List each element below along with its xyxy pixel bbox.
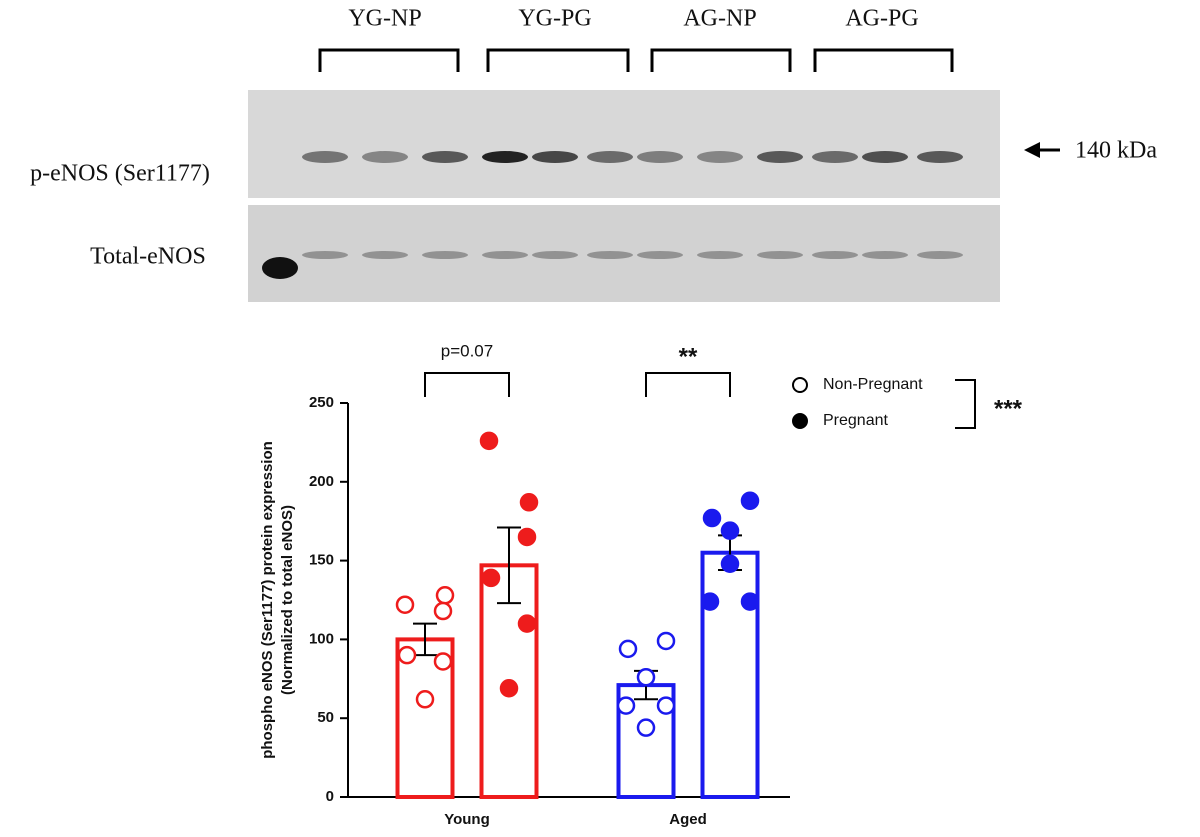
data-point [397, 645, 417, 665]
band [302, 151, 348, 163]
group-label: AG-NP [683, 6, 756, 32]
blot-panel [248, 90, 1000, 198]
band [302, 251, 348, 259]
y-tick-label: 0 [326, 788, 334, 805]
band [812, 251, 858, 259]
x-tick-label: Aged [669, 811, 707, 828]
legend-label: Pregnant [823, 412, 888, 429]
band [757, 151, 803, 163]
legend-marker [792, 413, 808, 429]
band [587, 251, 633, 259]
bar [700, 550, 760, 799]
blot-panel [248, 205, 1000, 302]
data-point [740, 592, 760, 611]
data-point [481, 568, 501, 588]
band [757, 251, 803, 259]
ladder-band [262, 257, 298, 279]
group-brackets [318, 48, 954, 72]
data-point [519, 493, 539, 512]
band [482, 251, 528, 259]
data-point [415, 690, 435, 709]
data-point [433, 601, 453, 621]
group-label: YG-NP [348, 6, 421, 32]
sig-bracket [645, 372, 731, 397]
band [532, 151, 578, 163]
arrow-head [1024, 142, 1040, 158]
data-point [479, 431, 499, 451]
marker-label: 140 kDa [1075, 138, 1157, 164]
band [637, 151, 683, 163]
group-label: YG-PG [518, 6, 591, 32]
legend-annotation: *** [994, 395, 1023, 422]
y-axis-label: phospho eNOS (Ser1177) protein expressio… [259, 441, 276, 759]
chart: 0 50 100 150 200 250 phospho eNOS (Ser1177) pr… [259, 341, 1023, 827]
band [697, 151, 743, 163]
data-point [636, 718, 656, 737]
data-point [720, 521, 740, 540]
y-tick-label: 150 [309, 552, 334, 569]
data-point [433, 652, 453, 671]
band [422, 251, 468, 259]
data-point [616, 696, 636, 715]
legend-marker [792, 377, 808, 393]
band [917, 151, 963, 163]
legend-label: Non-Pregnant [823, 376, 923, 393]
data-point [636, 667, 656, 687]
band [362, 151, 408, 163]
y-axis-label: (Normalized to total eNOS) [279, 505, 296, 695]
band [862, 251, 908, 259]
data-point [720, 554, 740, 574]
sig-bracket [424, 372, 510, 397]
band [532, 251, 578, 259]
data-point [700, 592, 720, 611]
data-point [395, 595, 415, 614]
band [812, 151, 858, 163]
data-point [499, 679, 519, 698]
annotation: p=0.07 [441, 341, 493, 360]
row-label: p-eNOS (Ser1177) [30, 161, 210, 187]
y-tick-label: 50 [317, 709, 334, 726]
error-bar [413, 622, 437, 657]
y-tick-label: 200 [309, 473, 334, 490]
band [362, 251, 408, 259]
data-point [740, 491, 760, 510]
error-bar [497, 526, 521, 605]
band [862, 151, 908, 163]
y-tick-label: 250 [309, 394, 334, 411]
row-label: Total-eNOS [90, 244, 206, 270]
data-point [517, 527, 537, 547]
data-point [517, 614, 537, 633]
band [482, 151, 528, 163]
band [697, 251, 743, 259]
annotation: ** [679, 343, 698, 370]
group-label: AG-PG [845, 6, 918, 32]
y-tick-label: 100 [309, 630, 334, 647]
x-tick-label: Young [444, 811, 490, 828]
data-point [702, 508, 722, 528]
data-point [618, 639, 638, 659]
data-point [435, 586, 455, 605]
legend-bracket [955, 379, 976, 429]
data-point [656, 696, 676, 715]
band [917, 251, 963, 259]
band [587, 151, 633, 163]
band [422, 151, 468, 163]
band [637, 251, 683, 259]
data-point [656, 631, 676, 651]
